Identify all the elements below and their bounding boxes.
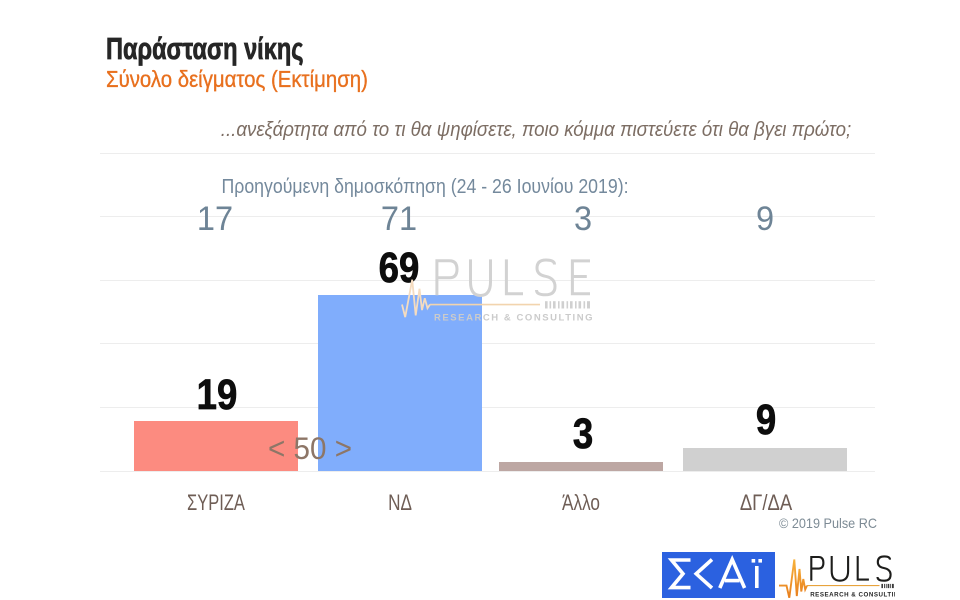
svg-text:RESEARCH & CONSULTING: RESEARCH & CONSULTING	[434, 312, 594, 323]
svg-text:RESEARCH & CONSULTING: RESEARCH & CONSULTING	[810, 592, 904, 599]
